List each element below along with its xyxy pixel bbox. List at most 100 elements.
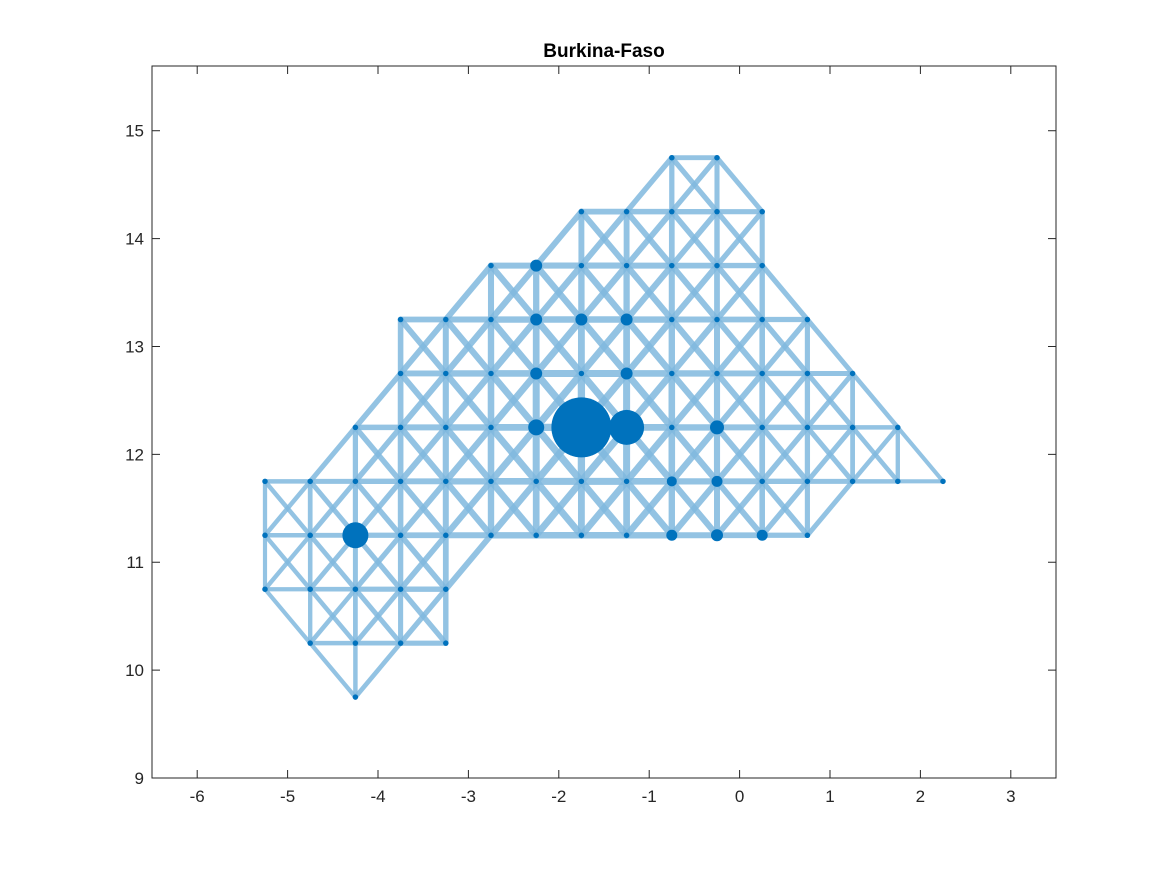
network-node: [759, 317, 765, 323]
network-node: [850, 371, 856, 377]
x-tick-label: -4: [370, 787, 385, 806]
network-node: [579, 263, 585, 269]
network-node: [624, 533, 630, 539]
x-tick-label: 2: [916, 787, 925, 806]
network-node: [714, 371, 720, 377]
network-node: [443, 640, 449, 646]
network-node: [805, 479, 811, 485]
network-node: [895, 479, 901, 485]
network-node: [398, 586, 404, 592]
network-node: [805, 317, 811, 323]
network-node: [342, 522, 368, 548]
network-node: [669, 155, 675, 161]
network-node: [579, 533, 585, 539]
network-node: [443, 425, 449, 431]
network-node: [712, 476, 723, 487]
network-node: [759, 371, 765, 377]
network-node: [398, 425, 404, 431]
network-node: [850, 425, 856, 431]
network-node: [353, 694, 359, 700]
x-tick-label: -1: [642, 787, 657, 806]
network-node: [714, 155, 720, 161]
network-node: [307, 479, 313, 485]
network-node: [759, 425, 765, 431]
x-tick-label: -3: [461, 787, 476, 806]
x-tick-label: 0: [735, 787, 744, 806]
y-tick-label: 9: [135, 769, 144, 788]
network-node: [398, 533, 404, 539]
network-node: [307, 586, 313, 592]
x-tick-label: -2: [551, 787, 566, 806]
network-node: [895, 425, 901, 431]
x-tick-label: -6: [190, 787, 205, 806]
network-node: [551, 397, 611, 457]
network-node: [353, 640, 359, 646]
network-node: [488, 371, 494, 377]
network-node: [443, 479, 449, 485]
y-tick-label: 13: [125, 337, 144, 356]
network-node: [488, 263, 494, 269]
chart-title: Burkina-Faso: [543, 41, 664, 62]
network-node: [579, 479, 585, 485]
network-node: [353, 586, 359, 592]
network-node: [579, 209, 585, 215]
network-node: [624, 263, 630, 269]
y-tick-label: 15: [125, 122, 144, 141]
network-node: [262, 533, 268, 539]
network-node: [528, 419, 544, 435]
network-node: [575, 314, 587, 326]
network-node: [443, 371, 449, 377]
network-node: [443, 533, 449, 539]
network-node: [488, 533, 494, 539]
network-node: [353, 479, 359, 485]
network-node: [805, 371, 811, 377]
x-tick-label: -5: [280, 787, 295, 806]
network-node: [669, 263, 675, 269]
network-node: [710, 420, 724, 434]
network-node: [443, 317, 449, 323]
network-node: [757, 530, 768, 541]
network-node: [714, 209, 720, 215]
network-node: [488, 425, 494, 431]
network-node: [307, 640, 313, 646]
network-node: [759, 263, 765, 269]
network-node: [759, 209, 765, 215]
network-node: [307, 533, 313, 539]
network-node: [667, 476, 677, 486]
y-tick-label: 11: [126, 553, 144, 572]
network-node: [398, 371, 404, 377]
network-node: [624, 479, 630, 485]
network-node: [530, 260, 542, 272]
network-node: [488, 317, 494, 323]
network-node: [398, 317, 404, 323]
network-node: [398, 640, 404, 646]
network-node: [609, 410, 644, 445]
network-node: [711, 529, 723, 541]
network-node: [533, 479, 539, 485]
network-node: [805, 533, 811, 539]
x-tick-label: 1: [825, 787, 834, 806]
network-node: [669, 209, 675, 215]
network-node: [805, 425, 811, 431]
network-node: [759, 479, 765, 485]
y-tick-label: 10: [125, 661, 144, 680]
network-node: [624, 209, 630, 215]
y-tick-label: 14: [125, 230, 144, 249]
network-node: [398, 479, 404, 485]
network-node: [940, 479, 946, 485]
network-node: [669, 425, 675, 431]
network-node: [714, 263, 720, 269]
network-node: [443, 586, 449, 592]
network-node: [262, 586, 268, 592]
network-node: [488, 479, 494, 485]
network-node: [666, 530, 677, 541]
x-tick-label: 3: [1006, 787, 1015, 806]
network-node: [530, 367, 542, 379]
network-node: [669, 317, 675, 323]
y-tick-label: 12: [125, 445, 144, 464]
network-node: [850, 479, 856, 485]
network-node: [262, 479, 268, 485]
network-node: [621, 367, 633, 379]
network-node: [353, 425, 359, 431]
